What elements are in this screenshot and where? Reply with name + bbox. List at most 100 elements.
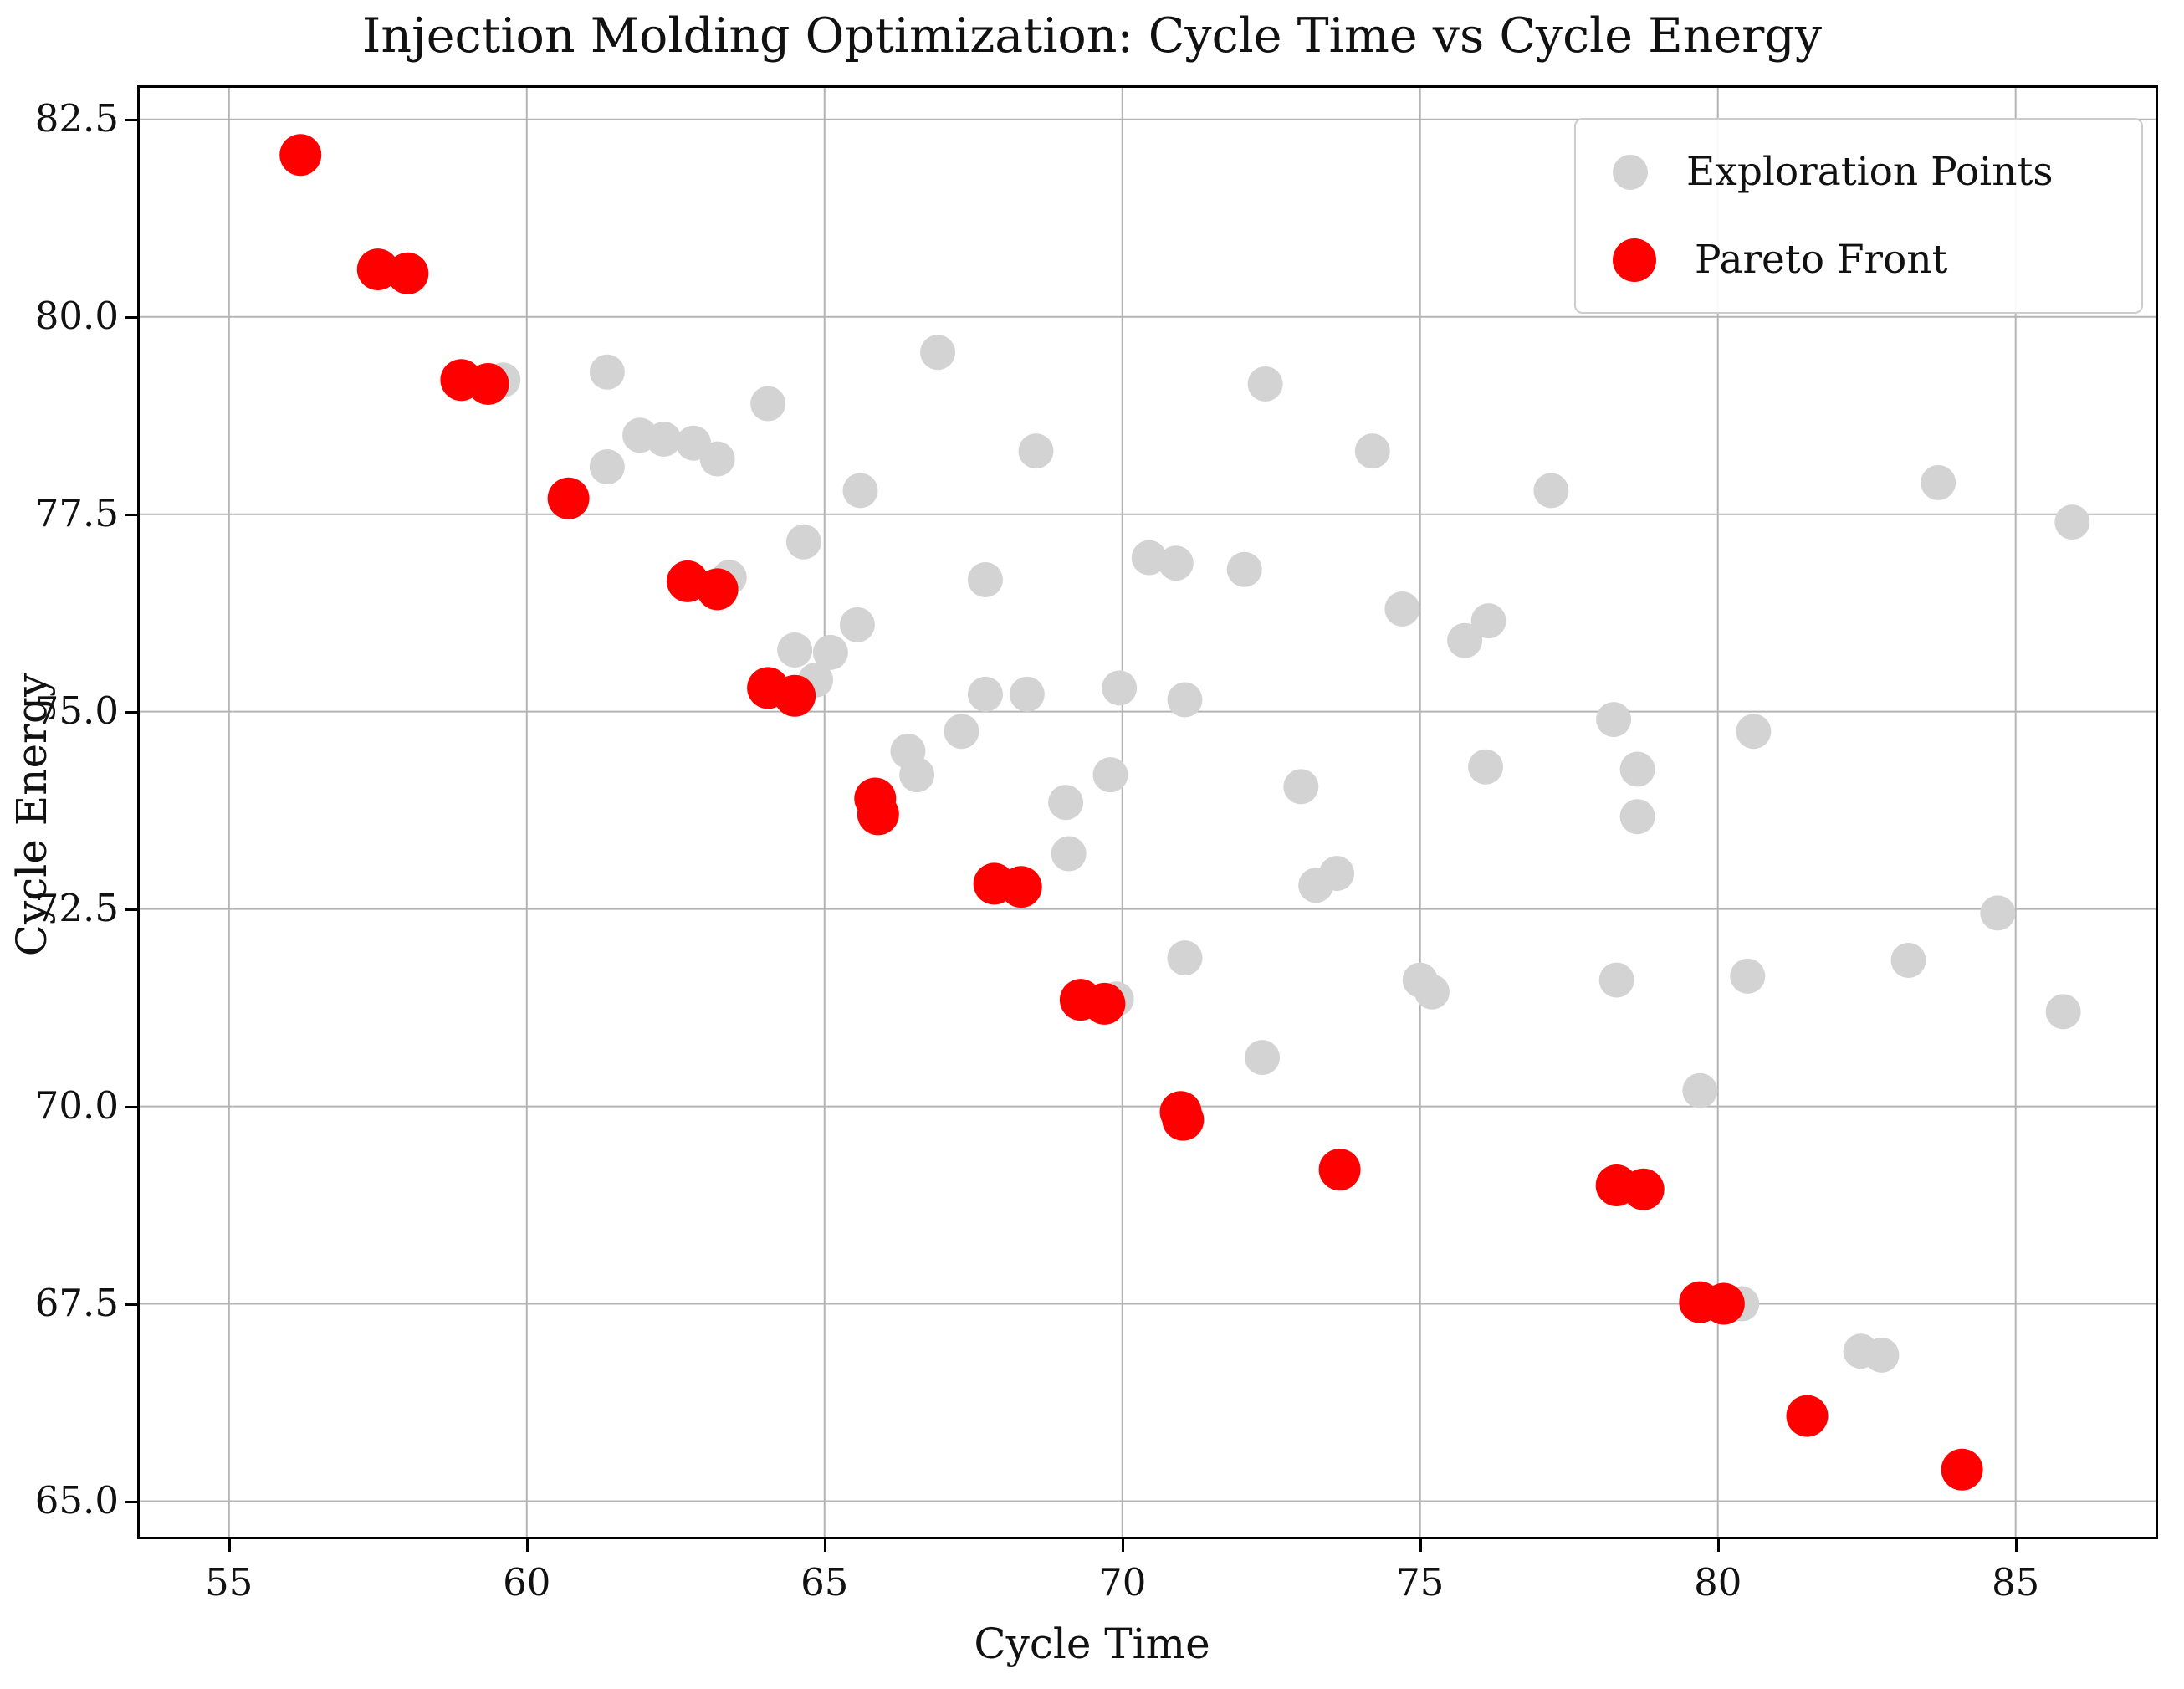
x-tick-mark — [1419, 1539, 1422, 1552]
scatter-point-exploration — [1921, 464, 1956, 500]
scatter-point-exploration — [1245, 1040, 1281, 1076]
x-tick-label: 55 — [205, 1560, 253, 1605]
x-tick-label: 80 — [1694, 1560, 1742, 1605]
scatter-point-exploration — [1864, 1337, 1900, 1373]
scatter-point-exploration — [1131, 540, 1167, 576]
scatter-point-exploration — [1730, 958, 1766, 994]
x-tick-mark — [525, 1539, 529, 1552]
scatter-point-pareto — [1318, 1149, 1361, 1191]
legend-entry-pareto: Pareto Front — [1576, 237, 2141, 283]
scatter-point-exploration — [920, 335, 956, 371]
x-tick-mark — [1121, 1539, 1124, 1552]
y-tick-mark — [125, 513, 137, 516]
x-axis-label: Cycle Time — [974, 1620, 1210, 1668]
scatter-point-exploration — [944, 714, 979, 750]
scatter-point-exploration — [1009, 676, 1045, 712]
scatter-point-pareto — [386, 252, 429, 294]
legend-entry-exploration: Exploration Points — [1576, 149, 2141, 195]
scatter-point-exploration — [785, 524, 821, 560]
scatter-point-pareto — [467, 362, 509, 405]
scatter-point-pareto — [1786, 1395, 1829, 1437]
scatter-point-exploration — [1102, 670, 1138, 706]
legend-label-exploration: Exploration Points — [1686, 149, 2054, 195]
y-tick-label: 82.5 — [34, 95, 119, 141]
scatter-point-exploration — [699, 441, 735, 477]
scatter-point-pareto — [279, 134, 322, 177]
scatter-point-pareto — [1083, 982, 1126, 1025]
scatter-point-exploration — [1158, 545, 1194, 581]
scatter-point-exploration — [1414, 974, 1450, 1010]
scatter-point-exploration — [1619, 799, 1655, 835]
scatter-point-pareto — [774, 674, 816, 717]
scatter-point-exploration — [2045, 994, 2081, 1030]
scatter-point-pareto — [1162, 1098, 1205, 1141]
scatter-point-exploration — [1596, 702, 1632, 738]
y-tick-mark — [125, 908, 137, 911]
scatter-point-exploration — [646, 422, 682, 458]
scatter-point-exploration — [589, 354, 625, 390]
scatter-point-pareto — [1702, 1282, 1745, 1325]
scatter-point-exploration — [1018, 433, 1054, 469]
y-tick-mark — [125, 118, 137, 121]
scatter-point-exploration — [777, 632, 813, 668]
scatter-point-exploration — [1092, 757, 1128, 793]
scatter-point-exploration — [839, 607, 875, 642]
scatter-point-exploration — [1226, 551, 1262, 587]
exploration-legend-marker-icon — [1613, 154, 1648, 190]
scatter-point-exploration — [1619, 751, 1655, 787]
scatter-point-exploration — [1736, 714, 1772, 750]
scatter-point-exploration — [1890, 942, 1926, 978]
y-tick-mark — [125, 1303, 137, 1306]
scatter-point-exploration — [1598, 962, 1634, 998]
x-tick-label: 75 — [1396, 1560, 1445, 1605]
scatter-point-exploration — [1470, 603, 1506, 639]
scatter-point-exploration — [899, 757, 935, 793]
y-tick-label: 67.5 — [34, 1280, 119, 1325]
scatter-point-exploration — [1283, 769, 1319, 805]
y-tick-label: 72.5 — [34, 885, 119, 930]
scatter-point-exploration — [1319, 856, 1355, 892]
scatter-point-pareto — [1941, 1448, 1983, 1491]
x-tick-label: 70 — [1098, 1560, 1147, 1605]
y-tick-mark — [125, 1500, 137, 1503]
scatter-point-exploration — [1980, 895, 2016, 931]
x-tick-label: 85 — [1992, 1560, 2040, 1605]
scatter-point-exploration — [812, 634, 848, 670]
scatter-point-exploration — [750, 386, 786, 422]
scatter-point-exploration — [1468, 749, 1504, 785]
y-tick-label: 75.0 — [34, 688, 119, 733]
plot-area: Exploration Points Pareto Front — [137, 85, 2158, 1539]
scatter-point-pareto — [696, 568, 739, 611]
scatter-point-exploration — [967, 676, 1003, 712]
scatter-point-exploration — [589, 449, 625, 485]
y-tick-mark — [125, 1105, 137, 1108]
x-tick-label: 65 — [800, 1560, 849, 1605]
y-axis-label: Cycle Energy — [8, 673, 56, 957]
scatter-point-pareto — [857, 793, 899, 836]
scatter-point-exploration — [2054, 504, 2090, 540]
scatter-point-exploration — [1048, 785, 1084, 821]
scatter-point-exploration — [1167, 940, 1203, 976]
scatter-point-exploration — [1447, 622, 1483, 658]
scatter-point-pareto — [1000, 866, 1042, 908]
y-tick-label: 70.0 — [34, 1082, 119, 1128]
scatter-point-exploration — [1051, 836, 1087, 872]
legend-label-pareto: Pareto Front — [1695, 237, 1948, 283]
scatter-point-exploration — [1167, 682, 1203, 718]
plot-canvas — [140, 88, 2156, 1537]
scatter-point-pareto — [1622, 1168, 1665, 1210]
y-tick-mark — [125, 315, 137, 319]
pareto-legend-marker-icon — [1613, 238, 1656, 282]
y-tick-label: 65.0 — [34, 1477, 119, 1523]
x-tick-mark — [2014, 1539, 2018, 1552]
scatter-point-exploration — [1384, 591, 1420, 627]
chart-title: Injection Molding Optimization: Cycle Ti… — [361, 8, 1823, 64]
legend: Exploration Points Pareto Front — [1574, 118, 2143, 314]
scatter-point-exploration — [1247, 366, 1283, 402]
scatter-point-exploration — [1354, 433, 1390, 469]
scatter-point-exploration — [842, 473, 878, 509]
scatter-point-exploration — [1533, 473, 1569, 509]
scatter-point-exploration — [967, 562, 1003, 598]
scatter-point-exploration — [1682, 1072, 1718, 1108]
